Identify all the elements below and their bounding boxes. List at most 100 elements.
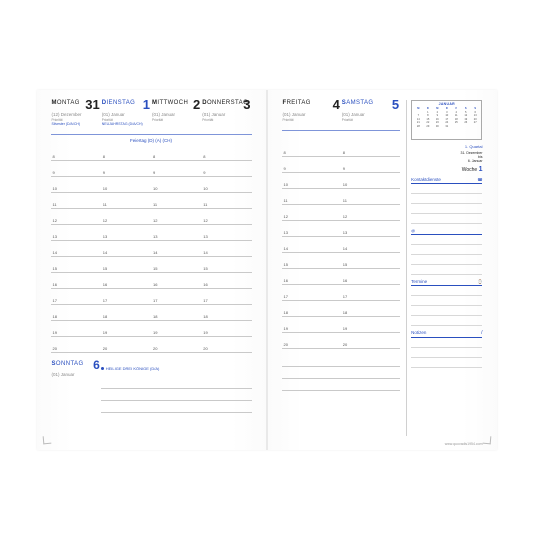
hour-cell: 12 bbox=[341, 205, 400, 221]
hour-cell: 17 bbox=[101, 289, 151, 305]
hour-cell: 17 bbox=[201, 289, 251, 305]
hour-cell: 10 bbox=[151, 177, 201, 193]
hour-cell: 18 bbox=[151, 305, 201, 321]
tear-corner-icon bbox=[482, 436, 491, 445]
hour-cell: 20 bbox=[341, 333, 400, 349]
hour-cell: 10 bbox=[201, 177, 251, 193]
hour-cell: 11 bbox=[151, 193, 201, 209]
mini-calendar: JANUAR MDMDFSS12345678910111213141516171… bbox=[411, 100, 482, 140]
sunday-row: SONNTAG 6 (01) Januar HEILIGE DREI KÖNIG… bbox=[51, 359, 252, 413]
hour-cell: 15 bbox=[151, 257, 201, 273]
hour-cell: 8 bbox=[151, 145, 201, 161]
hour-cell: 13 bbox=[201, 225, 251, 241]
hour-cell: 14 bbox=[151, 241, 201, 257]
hour-cell: 10 bbox=[282, 173, 341, 189]
tear-corner-icon bbox=[42, 436, 51, 445]
hour-cell: 9 bbox=[51, 161, 101, 177]
hour-cell: 14 bbox=[282, 237, 341, 253]
right-day-headers: FREITAG 4 (01) Januar PrioritätSAMSTAG 5… bbox=[282, 100, 401, 128]
left-hour-grid: 8888999910101010111111111212121213131313… bbox=[51, 145, 252, 353]
day-header: DONNERSTAG 3 (01) Januar Priorität bbox=[201, 100, 251, 132]
day-header: DIENSTAG 1 (01) Januar Priorität NEUJAHR… bbox=[101, 100, 151, 132]
hour-cell: 20 bbox=[101, 337, 151, 353]
hour-cell: 11 bbox=[101, 193, 151, 209]
slash-icon bbox=[481, 330, 482, 336]
hour-cell: 11 bbox=[51, 193, 101, 209]
hour-cell: 13 bbox=[282, 221, 341, 237]
sunday-note: HEILIGE DREI KÖNIGE (D/A) bbox=[101, 359, 252, 377]
hour-cell: 12 bbox=[151, 209, 201, 225]
day-header: SAMSTAG 5 (01) Januar Priorität bbox=[341, 100, 400, 128]
hour-cell: 17 bbox=[282, 285, 341, 301]
right-hour-grid: 8899101011111212131314141515161617171818… bbox=[282, 141, 401, 349]
hour-cell: 19 bbox=[151, 321, 201, 337]
hour-cell: 20 bbox=[51, 337, 101, 353]
hour-cell: 15 bbox=[201, 257, 251, 273]
hour-cell: 14 bbox=[201, 241, 251, 257]
hour-cell: 19 bbox=[341, 317, 400, 333]
hour-cell: 8 bbox=[282, 141, 341, 157]
hour-cell: 10 bbox=[51, 177, 101, 193]
termine-section: Termine⌚ bbox=[411, 279, 482, 326]
hour-cell: 16 bbox=[151, 273, 201, 289]
hour-cell: 12 bbox=[51, 209, 101, 225]
hour-cell: 17 bbox=[51, 289, 101, 305]
at-icon bbox=[411, 228, 415, 233]
hour-cell: 13 bbox=[341, 221, 400, 237]
hour-cell: 20 bbox=[282, 333, 341, 349]
hour-cell: 9 bbox=[341, 157, 400, 173]
hour-cell: 14 bbox=[341, 237, 400, 253]
sidebar: JANUAR MDMDFSS12345678910111213141516171… bbox=[406, 100, 482, 436]
hour-cell: 16 bbox=[341, 269, 400, 285]
hour-cell: 18 bbox=[282, 301, 341, 317]
hour-cell: 16 bbox=[282, 269, 341, 285]
hour-cell: 12 bbox=[201, 209, 251, 225]
hour-cell: 10 bbox=[101, 177, 151, 193]
left-day-headers: MONTAG 31 (12) Dezember Priorität Silves… bbox=[51, 100, 252, 132]
left-page: MONTAG 31 (12) Dezember Priorität Silves… bbox=[37, 90, 267, 450]
hour-cell: 19 bbox=[201, 321, 251, 337]
hour-cell: 11 bbox=[341, 189, 400, 205]
hour-cell: 15 bbox=[101, 257, 151, 273]
hour-cell: 14 bbox=[51, 241, 101, 257]
hour-cell: 9 bbox=[282, 157, 341, 173]
week-number: Woche 1 bbox=[411, 166, 482, 173]
hour-cell: 19 bbox=[282, 317, 341, 333]
hour-cell: 12 bbox=[282, 205, 341, 221]
hour-cell: 8 bbox=[101, 145, 151, 161]
hour-cell: 16 bbox=[101, 273, 151, 289]
kontakt-section: Kontaktdienste bbox=[411, 177, 482, 224]
phone-icon bbox=[478, 177, 483, 182]
day-header: MONTAG 31 (12) Dezember Priorität Silves… bbox=[51, 100, 101, 132]
clock-icon: ⌚ bbox=[478, 279, 483, 284]
hour-cell: 14 bbox=[101, 241, 151, 257]
hour-cell: 16 bbox=[51, 273, 101, 289]
hour-cell: 18 bbox=[201, 305, 251, 321]
hour-cell: 9 bbox=[201, 161, 251, 177]
hour-cell: 15 bbox=[282, 253, 341, 269]
hour-cell: 11 bbox=[201, 193, 251, 209]
hour-cell: 13 bbox=[101, 225, 151, 241]
quartal-label: 1. Quartal bbox=[411, 144, 482, 149]
hour-cell: 18 bbox=[101, 305, 151, 321]
hour-cell: 9 bbox=[101, 161, 151, 177]
sunday-header: SONNTAG 6 (01) Januar bbox=[51, 359, 101, 377]
hour-cell: 15 bbox=[341, 253, 400, 269]
day-header: MITTWOCH 2 (01) Januar Priorität bbox=[151, 100, 201, 132]
hour-cell: 20 bbox=[151, 337, 201, 353]
day-header: FREITAG 4 (01) Januar Priorität bbox=[282, 100, 341, 128]
hour-cell: 12 bbox=[101, 209, 151, 225]
notizen-section: Notizen bbox=[411, 330, 482, 368]
footer-url: www.quovadis1954.com bbox=[445, 442, 483, 446]
hour-cell: 13 bbox=[51, 225, 101, 241]
hour-cell: 19 bbox=[51, 321, 101, 337]
hour-cell: 9 bbox=[151, 161, 201, 177]
hour-cell: 17 bbox=[341, 285, 400, 301]
hour-cell: 18 bbox=[51, 305, 101, 321]
hour-cell: 15 bbox=[51, 257, 101, 273]
planner-spread: MONTAG 31 (12) Dezember Priorität Silves… bbox=[37, 90, 497, 450]
date-range: 31. Dezember bis 6. Januar bbox=[411, 151, 482, 164]
hour-cell: 17 bbox=[151, 289, 201, 305]
hour-cell: 16 bbox=[201, 273, 251, 289]
right-days-column: FREITAG 4 (01) Januar PrioritätSAMSTAG 5… bbox=[282, 100, 407, 436]
